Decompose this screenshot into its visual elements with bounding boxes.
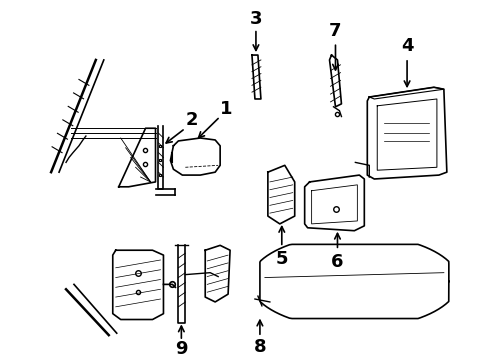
Text: 1: 1 [220,100,232,118]
Text: 4: 4 [401,37,414,55]
Text: 2: 2 [186,112,198,130]
Text: 6: 6 [331,253,343,271]
Text: 8: 8 [254,338,266,356]
Text: 9: 9 [175,340,188,358]
Text: 5: 5 [275,250,288,268]
Text: 7: 7 [329,22,342,40]
Text: 3: 3 [250,10,262,28]
